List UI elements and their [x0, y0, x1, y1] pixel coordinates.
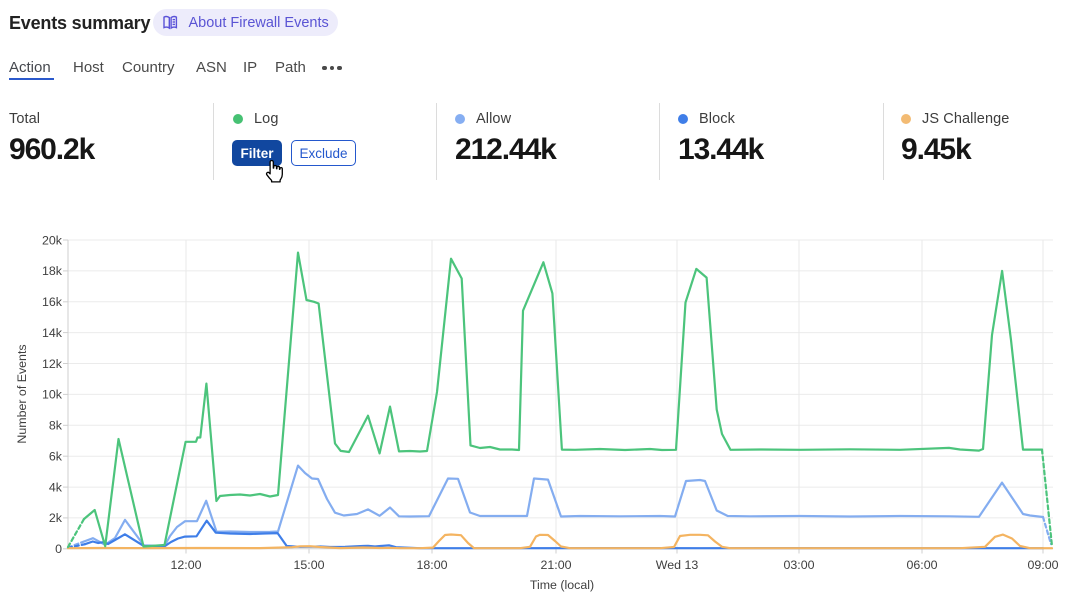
svg-text:18:00: 18:00: [416, 558, 447, 572]
svg-text:Number of Events: Number of Events: [15, 344, 29, 443]
svg-text:14k: 14k: [42, 326, 63, 340]
svg-text:8k: 8k: [49, 419, 63, 433]
svg-text:2k: 2k: [49, 511, 63, 525]
svg-text:21:00: 21:00: [540, 558, 571, 572]
svg-text:16k: 16k: [42, 295, 63, 309]
svg-text:18k: 18k: [42, 264, 63, 278]
svg-text:Time (local): Time (local): [530, 578, 594, 592]
svg-text:20k: 20k: [42, 233, 63, 247]
svg-text:Wed 13: Wed 13: [656, 558, 699, 572]
svg-text:12:00: 12:00: [170, 558, 201, 572]
svg-text:6k: 6k: [49, 450, 63, 464]
svg-text:09:00: 09:00: [1027, 558, 1058, 572]
svg-text:4k: 4k: [49, 480, 63, 494]
svg-text:06:00: 06:00: [906, 558, 937, 572]
svg-text:0: 0: [55, 542, 62, 556]
svg-text:03:00: 03:00: [783, 558, 814, 572]
svg-text:12k: 12k: [42, 357, 63, 371]
svg-text:10k: 10k: [42, 388, 63, 402]
svg-text:15:00: 15:00: [293, 558, 324, 572]
